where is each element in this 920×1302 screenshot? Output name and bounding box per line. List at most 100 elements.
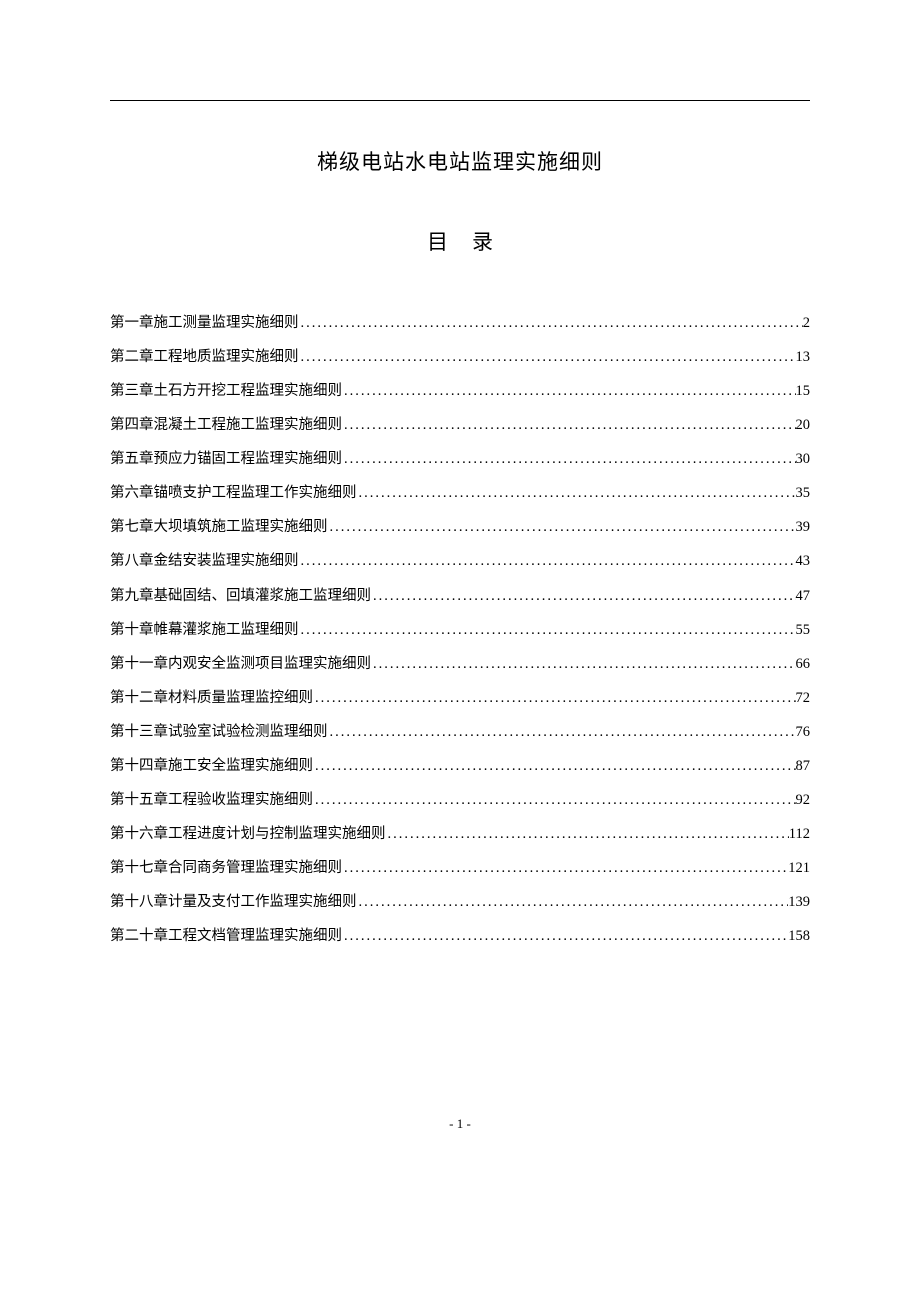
toc-chapter-label: 第六章	[110, 476, 154, 510]
toc-chapter-name: 施工测量监理实施细则	[154, 306, 299, 340]
toc-chapter-name: 施工安全监理实施细则	[168, 749, 313, 783]
toc-page-number: 72	[796, 681, 811, 715]
toc-chapter-label: 第十三章	[110, 715, 168, 749]
toc-page-number: 39	[796, 510, 811, 544]
toc-leader-dots: ........................................…	[299, 306, 803, 340]
toc-chapter-name: 金结安装监理实施细则	[154, 544, 299, 578]
toc-chapter-name: 计量及支付工作监理实施细则	[168, 885, 357, 919]
toc-chapter-name: 合同商务管理监理实施细则	[168, 851, 342, 885]
toc-page-number: 66	[796, 647, 811, 681]
toc-chapter-label: 第十八章	[110, 885, 168, 919]
toc-leader-dots: ........................................…	[342, 919, 788, 953]
toc-chapter-name: 工程进度计划与控制监理实施细则	[168, 817, 386, 851]
toc-chapter-label: 第十五章	[110, 783, 168, 817]
toc-entry: 第十五章 工程验收监理实施细则.........................…	[110, 783, 810, 817]
toc-entry: 第五章 预应力锚固工程监理实施细则.......................…	[110, 442, 810, 476]
toc-leader-dots: ........................................…	[313, 783, 796, 817]
toc-chapter-name: 大坝填筑施工监理实施细则	[154, 510, 328, 544]
toc-leader-dots: ........................................…	[371, 647, 796, 681]
toc-page-number: 112	[789, 817, 810, 851]
toc-page-number: 35	[796, 476, 811, 510]
toc-chapter-label: 第十七章	[110, 851, 168, 885]
toc-entry: 第十二章 材料质量监理监控细则.........................…	[110, 681, 810, 715]
toc-entry: 第十四章 施工安全监理实施细则.........................…	[110, 749, 810, 783]
toc-page-number: 139	[788, 885, 810, 919]
toc-chapter-label: 第四章	[110, 408, 154, 442]
toc-page-number: 2	[803, 306, 810, 340]
toc-chapter-label: 第十二章	[110, 681, 168, 715]
toc-page-number: 87	[796, 749, 811, 783]
toc-chapter-label: 第十四章	[110, 749, 168, 783]
document-subtitle: 目录	[110, 226, 810, 256]
toc-leader-dots: ........................................…	[299, 613, 796, 647]
toc-chapter-name: 土石方开挖工程监理实施细则	[154, 374, 343, 408]
toc-chapter-name: 内观安全监测项目监理实施细则	[168, 647, 371, 681]
toc-leader-dots: ........................................…	[313, 749, 796, 783]
page-number: - 1 -	[0, 1116, 920, 1132]
toc-leader-dots: ........................................…	[313, 681, 796, 715]
toc-chapter-name: 混凝土工程施工监理实施细则	[154, 408, 343, 442]
toc-entry: 第四章 混凝土工程施工监理实施细则.......................…	[110, 408, 810, 442]
toc-chapter-name: 锚喷支护工程监理工作实施细则	[154, 476, 357, 510]
toc-entry: 第八章 金结安装监理实施细则..........................…	[110, 544, 810, 578]
toc-page-number: 76	[796, 715, 811, 749]
toc-entry: 第一章 施工测量监理实施细则..........................…	[110, 306, 810, 340]
toc-chapter-label: 第一章	[110, 306, 154, 340]
toc-chapter-name: 帷幕灌浆施工监理细则	[154, 613, 299, 647]
toc-entry: 第十七章 合同商务管理监理实施细则.......................…	[110, 851, 810, 885]
toc-chapter-label: 第二十章	[110, 919, 168, 953]
toc-page-number: 158	[788, 919, 810, 953]
toc-entry: 第三章 土石方开挖工程监理实施细则.......................…	[110, 374, 810, 408]
toc-entry: 第十三章 试验室试验检测监理细则........................…	[110, 715, 810, 749]
toc-chapter-label: 第三章	[110, 374, 154, 408]
toc-chapter-name: 工程验收监理实施细则	[168, 783, 313, 817]
toc-chapter-label: 第十章	[110, 613, 154, 647]
page-content: 梯级电站水电站监理实施细则 目录 第一章 施工测量监理实施细则.........…	[0, 0, 920, 953]
toc-leader-dots: ........................................…	[299, 340, 796, 374]
toc-chapter-name: 材料质量监理监控细则	[168, 681, 313, 715]
toc-page-number: 15	[796, 374, 811, 408]
toc-page-number: 121	[788, 851, 810, 885]
toc-chapter-name: 基础固结、回填灌浆施工监理细则	[154, 579, 372, 613]
table-of-contents: 第一章 施工测量监理实施细则..........................…	[110, 306, 810, 953]
toc-entry: 第七章 大坝填筑施工监理实施细则........................…	[110, 510, 810, 544]
toc-leader-dots: ........................................…	[342, 442, 796, 476]
toc-entry: 第九章 基础固结、回填灌浆施工监理细则.....................…	[110, 579, 810, 613]
toc-leader-dots: ........................................…	[328, 715, 796, 749]
toc-chapter-name: 工程地质监理实施细则	[154, 340, 299, 374]
toc-leader-dots: ........................................…	[357, 476, 796, 510]
toc-entry: 第十一章 内观安全监测项目监理实施细则.....................…	[110, 647, 810, 681]
document-title: 梯级电站水电站监理实施细则	[110, 146, 810, 176]
toc-page-number: 92	[796, 783, 811, 817]
toc-page-number: 13	[796, 340, 811, 374]
toc-leader-dots: ........................................…	[386, 817, 789, 851]
toc-chapter-label: 第七章	[110, 510, 154, 544]
toc-entry: 第十章 帷幕灌浆施工监理细则..........................…	[110, 613, 810, 647]
toc-leader-dots: ........................................…	[299, 544, 796, 578]
toc-leader-dots: ........................................…	[371, 579, 796, 613]
toc-chapter-label: 第五章	[110, 442, 154, 476]
toc-chapter-label: 第十一章	[110, 647, 168, 681]
toc-chapter-name: 试验室试验检测监理细则	[168, 715, 328, 749]
toc-chapter-label: 第二章	[110, 340, 154, 374]
toc-entry: 第六章 锚喷支护工程监理工作实施细则......................…	[110, 476, 810, 510]
toc-chapter-name: 预应力锚固工程监理实施细则	[154, 442, 343, 476]
header-line	[110, 100, 810, 101]
toc-leader-dots: ........................................…	[357, 885, 789, 919]
toc-chapter-name: 工程文档管理监理实施细则	[168, 919, 342, 953]
toc-entry: 第二章 工程地质监理实施细则..........................…	[110, 340, 810, 374]
toc-page-number: 20	[796, 408, 811, 442]
toc-entry: 第十八章 计量及支付工作监理实施细则......................…	[110, 885, 810, 919]
toc-page-number: 55	[796, 613, 811, 647]
toc-leader-dots: ........................................…	[342, 851, 788, 885]
toc-entry: 第二十章 工程文档管理监理实施细则.......................…	[110, 919, 810, 953]
toc-chapter-label: 第八章	[110, 544, 154, 578]
toc-entry: 第十六章 工程进度计划与控制监理实施细则....................…	[110, 817, 810, 851]
toc-page-number: 30	[796, 442, 811, 476]
toc-leader-dots: ........................................…	[328, 510, 796, 544]
toc-page-number: 43	[796, 544, 811, 578]
toc-leader-dots: ........................................…	[342, 374, 796, 408]
toc-leader-dots: ........................................…	[342, 408, 796, 442]
toc-chapter-label: 第九章	[110, 579, 154, 613]
toc-page-number: 47	[796, 579, 811, 613]
